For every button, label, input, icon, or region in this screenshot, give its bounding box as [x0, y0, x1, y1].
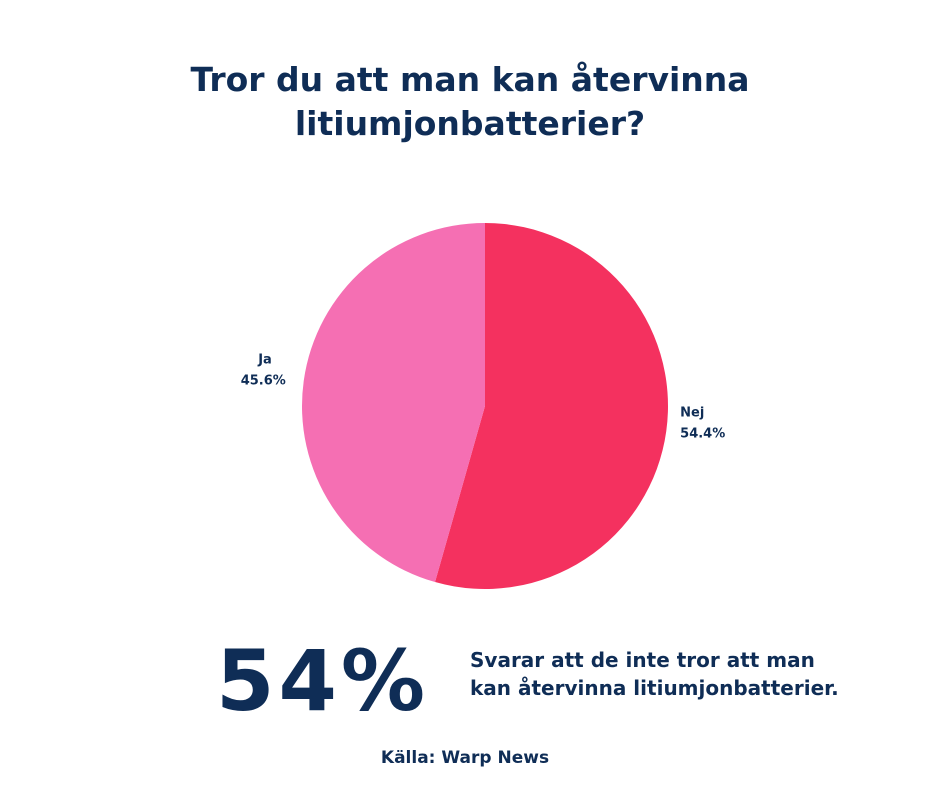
pie-slice-nej — [435, 223, 668, 590]
chart-title-line-1: Tror du att man kan återvinna — [190, 60, 750, 99]
pie-value-nej: 54.4% — [680, 427, 725, 442]
pie-chart: Nej 54.4% Ja 45.6% — [241, 223, 725, 590]
chart-title: Tror du att man kan återvinna litiumjonb… — [0, 58, 940, 146]
pie-value-ja: 45.6% — [241, 373, 286, 388]
highlight-description-line-1: Svarar att de inte tror att man — [470, 648, 815, 672]
chart-title-line-2: litiumjonbatterier? — [294, 104, 646, 143]
highlight-description-line-2: kan återvinna litiumjonbatterier. — [470, 676, 839, 700]
highlight-percentage: 54% — [216, 632, 430, 730]
source-credit: Källa: Warp News — [380, 748, 550, 768]
pie-label-ja: Ja — [257, 352, 272, 367]
highlight-description: Svarar att de inte tror att man kan åter… — [470, 646, 890, 702]
pie-label-nej: Nej — [680, 406, 704, 421]
pie-slice-ja — [302, 223, 485, 583]
